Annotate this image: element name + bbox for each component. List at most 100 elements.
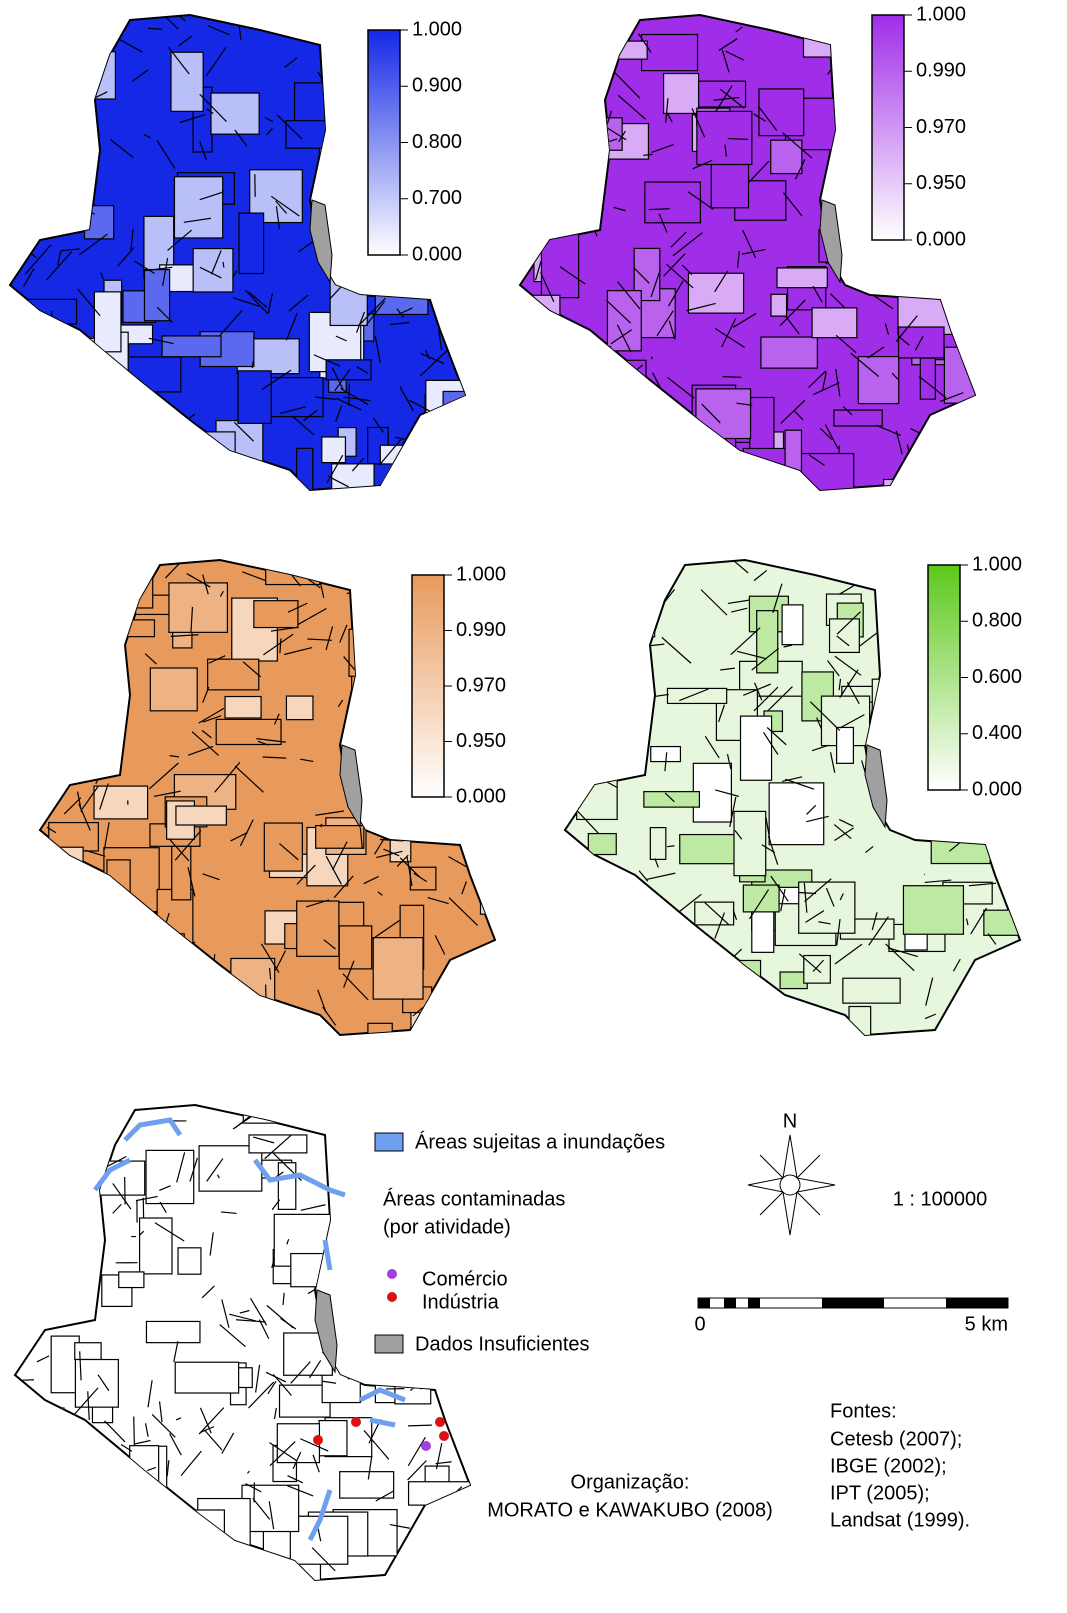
tract-border: [937, 105, 957, 106]
source: IBGE (2002);: [830, 1455, 947, 1477]
tract-border: [16, 1308, 36, 1309]
tract-border: [13, 35, 24, 63]
scale-seg: [698, 1298, 710, 1308]
tract-border: [937, 414, 965, 420]
tract-border: [134, 1575, 161, 1599]
tract: [146, 1150, 194, 1203]
legend-label: 0.000: [456, 785, 506, 807]
tract-border: [62, 682, 70, 685]
tract: [192, 432, 235, 465]
tract-border: [599, 164, 601, 184]
tract-border: [277, 1573, 284, 1588]
tract: [128, 1564, 177, 1591]
tract-border: [5, 150, 33, 170]
tract-border: [337, 1165, 367, 1179]
tract: [286, 121, 330, 149]
tract: [650, 828, 665, 860]
scale-seg: [946, 1298, 1008, 1308]
tract-border: [26, 1485, 28, 1497]
legend-bar: [368, 30, 400, 255]
tract-border: [606, 957, 615, 958]
tract-border: [408, 1425, 432, 1426]
tract: [172, 846, 191, 899]
tract: [322, 437, 346, 463]
tract-border: [392, 612, 414, 642]
tract-border: [577, 680, 582, 695]
tract-border: [56, 956, 73, 982]
tract: [843, 978, 900, 1003]
legend-label: 0.950: [916, 172, 966, 194]
tract-border: [343, 20, 366, 27]
tract-border: [593, 918, 613, 936]
tract: [360, 1186, 378, 1225]
tract-border: [11, 380, 33, 407]
tract: [87, 52, 116, 99]
tract-border: [97, 600, 105, 607]
tract-border: [481, 652, 497, 664]
tract: [605, 360, 646, 425]
tract-border: [577, 52, 606, 65]
tract: [743, 448, 790, 505]
tract-border: [446, 320, 452, 328]
tract-border: [832, 163, 844, 176]
tract-border: [13, 118, 20, 127]
tract: [335, 1111, 377, 1130]
tract-border: [197, 0, 220, 16]
tract: [107, 1487, 128, 1530]
tract-border: [436, 268, 458, 269]
tract: [782, 605, 803, 645]
tract: [84, 206, 113, 239]
tract: [162, 336, 221, 357]
legend-label: 0.950: [456, 730, 506, 752]
tract-border: [147, 959, 154, 978]
tract: [176, 806, 226, 825]
tract: [352, 656, 406, 712]
tract-border: [591, 190, 592, 212]
tract: [771, 294, 787, 316]
tract-border: [360, 1135, 372, 1164]
tract-border: [78, 561, 82, 570]
tract-border: [334, 51, 347, 57]
tract: [319, 1421, 347, 1456]
tract-border: [1, 1286, 29, 1302]
insufficient-swatch: [375, 1335, 403, 1353]
tract-border: [920, 144, 943, 157]
flood-area: [325, 1240, 330, 1270]
tract: [353, 144, 369, 171]
tract-border: [28, 225, 38, 232]
tract: [858, 357, 898, 404]
tract-border: [363, 664, 382, 668]
tract: [27, 1574, 76, 1597]
tract: [402, 1302, 419, 1324]
tract-border: [728, 139, 748, 140]
flood-swatch: [375, 1133, 403, 1151]
tract: [601, 118, 622, 150]
tract-border: [577, 977, 595, 1003]
tract-border: [14, 1108, 23, 1112]
tract-border: [421, 1574, 424, 1589]
tract: [75, 1360, 118, 1408]
tract: [367, 1110, 416, 1127]
tract-border: [92, 1175, 95, 1196]
tract-border: [564, 448, 571, 457]
scale-seg: [748, 1298, 760, 1308]
tract-border: [70, 419, 91, 426]
tract-border: [29, 1538, 36, 1541]
tract-border: [290, 1108, 305, 1120]
tract-border: [162, 953, 189, 980]
tract: [331, 249, 348, 270]
tract-border: [977, 586, 987, 609]
tract-border: [735, 989, 755, 1016]
tract-border: [619, 466, 642, 489]
tract: [140, 1218, 172, 1274]
tract-border: [66, 434, 93, 461]
tract: [122, 357, 181, 392]
tract-border: [612, 1012, 615, 1021]
tract-border: [85, 1540, 86, 1567]
tract-border: [960, 576, 986, 584]
tract-border: [967, 581, 978, 583]
tract-border: [545, 397, 557, 411]
tract-border: [644, 409, 650, 413]
tract-border: [941, 412, 960, 440]
tract-border: [603, 608, 617, 620]
